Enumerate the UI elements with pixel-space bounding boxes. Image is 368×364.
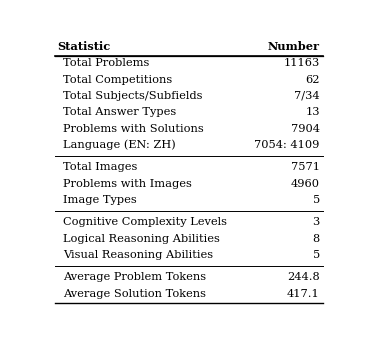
Text: Statistic: Statistic [57, 41, 111, 52]
Text: Total Subjects/Subfields: Total Subjects/Subfields [63, 91, 203, 101]
Text: 62: 62 [305, 75, 320, 84]
Text: Total Competitions: Total Competitions [63, 75, 172, 84]
Text: 7571: 7571 [291, 162, 320, 172]
Text: Average Solution Tokens: Average Solution Tokens [63, 289, 206, 299]
Text: 7/34: 7/34 [294, 91, 320, 101]
Text: Average Problem Tokens: Average Problem Tokens [63, 272, 206, 282]
Text: Logical Reasoning Abilities: Logical Reasoning Abilities [63, 234, 220, 244]
Text: 7904: 7904 [291, 124, 320, 134]
Text: Problems with Images: Problems with Images [63, 179, 192, 189]
Text: 5: 5 [312, 250, 320, 260]
Text: Problems with Solutions: Problems with Solutions [63, 124, 204, 134]
Text: 244.8: 244.8 [287, 272, 320, 282]
Text: Total Answer Types: Total Answer Types [63, 107, 176, 117]
Text: Image Types: Image Types [63, 195, 137, 205]
Text: 11163: 11163 [283, 58, 320, 68]
Text: Language (EN: ZH): Language (EN: ZH) [63, 140, 176, 150]
Text: 4960: 4960 [291, 179, 320, 189]
Text: 417.1: 417.1 [287, 289, 320, 299]
Text: 7054: 4109: 7054: 4109 [254, 140, 320, 150]
Text: 13: 13 [305, 107, 320, 117]
Text: 8: 8 [312, 234, 320, 244]
Text: Cognitive Complexity Levels: Cognitive Complexity Levels [63, 217, 227, 228]
Text: Total Problems: Total Problems [63, 58, 149, 68]
Text: 3: 3 [312, 217, 320, 228]
Text: Number: Number [268, 41, 320, 52]
Text: 5: 5 [312, 195, 320, 205]
Text: Total Images: Total Images [63, 162, 138, 172]
Text: Visual Reasoning Abilities: Visual Reasoning Abilities [63, 250, 213, 260]
